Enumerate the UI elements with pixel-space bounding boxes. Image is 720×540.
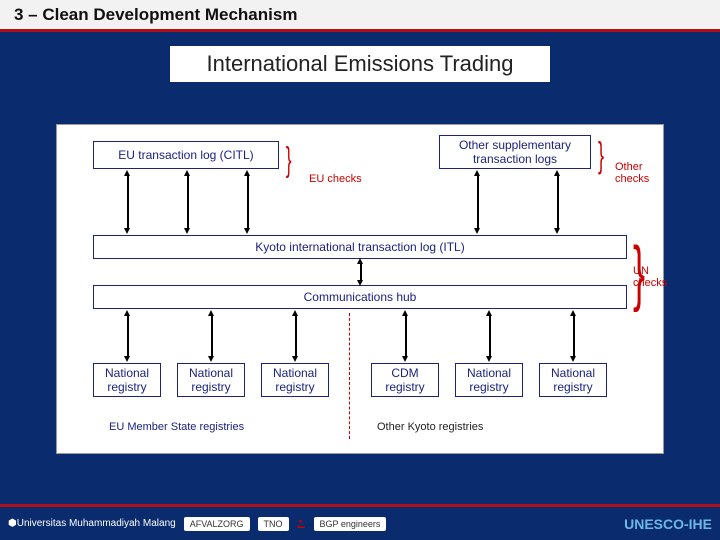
slide-title-box: International Emissions Trading — [170, 46, 550, 82]
annotation: Other checks — [615, 161, 663, 185]
arrow — [211, 315, 213, 357]
logo-tno: TNO — [258, 517, 289, 531]
arrow — [247, 175, 249, 229]
logo-bgp: BGP engineers — [314, 517, 387, 531]
brace: } — [598, 137, 604, 173]
arrow — [295, 315, 297, 357]
brace: } — [286, 143, 292, 177]
annotation: EU checks — [309, 173, 362, 185]
logo-umm: ⬢ Universitas Muhammadiyah Malang — [8, 512, 176, 536]
logo-afvalzorg: AFVALZORG — [184, 517, 250, 531]
arrow — [405, 315, 407, 357]
emissions-diagram: EU transaction log (CITL) Other supplemen… — [56, 124, 664, 454]
arrow — [489, 315, 491, 357]
top-box: Other supplementary transaction logs — [439, 135, 591, 169]
footer-logos: ⬢ Universitas Muhammadiyah Malang AFVALZ… — [0, 504, 720, 540]
arrow — [360, 263, 362, 281]
top-box: EU transaction log (CITL) — [93, 141, 279, 169]
bottom-box: National registry — [261, 363, 329, 397]
arrow — [573, 315, 575, 357]
bottom-box: National registry — [539, 363, 607, 397]
arrow — [187, 175, 189, 229]
bottom-box: National registry — [93, 363, 161, 397]
annotation: EU Member State registries — [109, 421, 244, 433]
slide-header: 3 – Clean Development Mechanism — [0, 0, 720, 32]
arrow — [127, 175, 129, 229]
logo-unesco: UNESCO-IHE — [624, 512, 712, 536]
bottom-box: National registry — [455, 363, 523, 397]
arrow — [557, 175, 559, 229]
arrow — [477, 175, 479, 229]
header-title: 3 – Clean Development Mechanism — [14, 5, 297, 25]
divider-dashed — [349, 313, 350, 439]
bottom-box: CDM registry — [371, 363, 439, 397]
brace: } — [633, 237, 645, 309]
mid-box: Communications hub — [93, 285, 627, 309]
mid-box: Kyoto international transaction log (ITL… — [93, 235, 627, 259]
logo-swirl: ೭ — [297, 512, 306, 536]
annotation: Other Kyoto registries — [377, 421, 483, 433]
slide-title: International Emissions Trading — [207, 51, 514, 77]
bottom-box: National registry — [177, 363, 245, 397]
arrow — [127, 315, 129, 357]
